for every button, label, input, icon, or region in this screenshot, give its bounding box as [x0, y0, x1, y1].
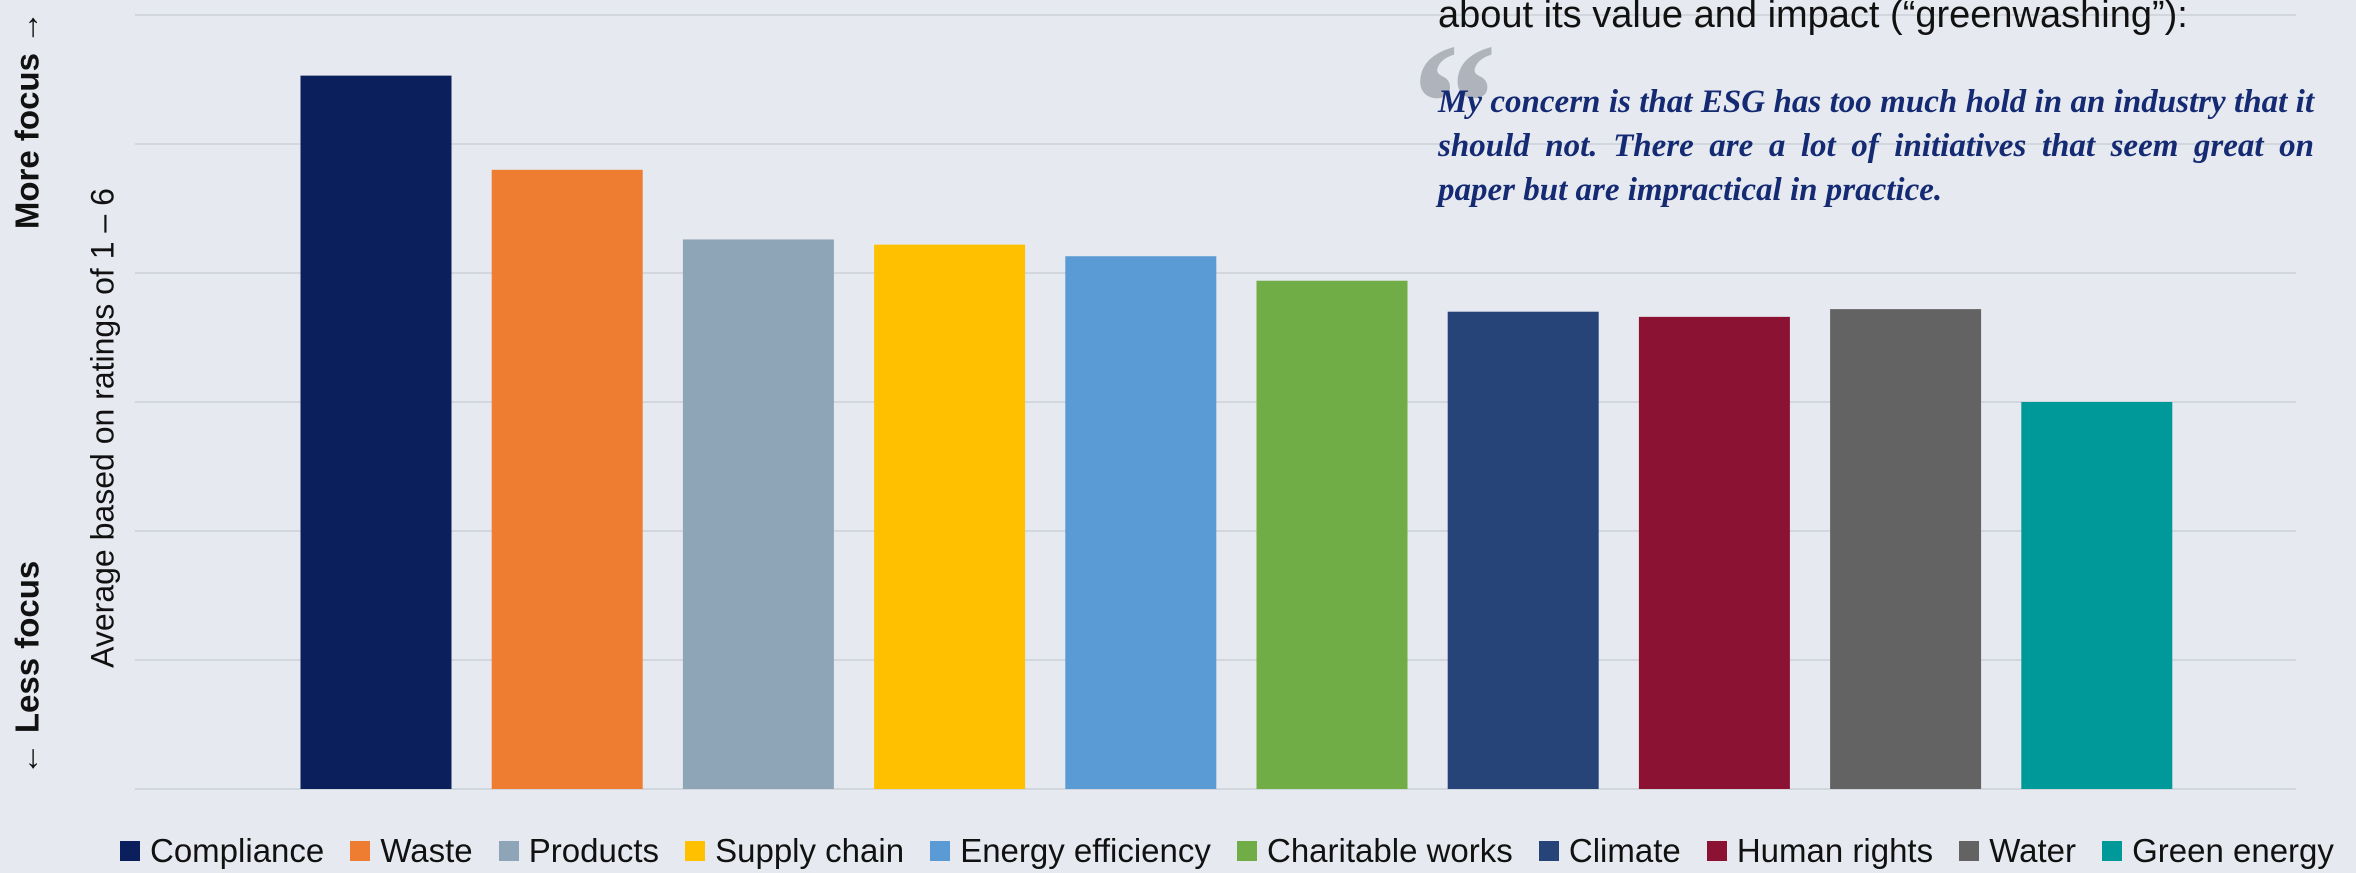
legend-label: Waste [380, 832, 473, 869]
legend-label: Products [528, 832, 659, 869]
legend-swatch [1706, 841, 1727, 861]
legend-label: Charitable works [1267, 832, 1513, 869]
legend-swatch [498, 841, 519, 861]
bar [1447, 311, 1599, 789]
bar [300, 75, 452, 789]
legend-label: Energy efficiency [960, 832, 1211, 869]
legend-item: Energy efficiency [930, 832, 1211, 870]
y-label-top: More focus → [9, 11, 46, 229]
bar [2021, 402, 2173, 789]
legend-label: Green energy [2132, 832, 2334, 869]
legend-label: Water [1989, 832, 2076, 869]
legend-label: Human rights [1736, 832, 1934, 869]
legend-swatch [350, 841, 371, 861]
bar [491, 169, 643, 790]
legend-item: Products [498, 832, 659, 870]
legend-swatch [685, 841, 706, 861]
legend-item: Compliance [120, 832, 324, 870]
bar [874, 244, 1026, 789]
legend-label: Compliance [150, 832, 325, 869]
legend-swatch [1959, 841, 1980, 861]
legend-swatch [1237, 841, 1257, 861]
bar [682, 239, 834, 789]
legend-item: Waste [350, 832, 473, 870]
legend-item: Supply chain [685, 832, 904, 870]
bar [1065, 256, 1217, 790]
legend-item: Green energy [2102, 832, 2334, 870]
bar [1638, 316, 1790, 789]
y-axis-label: Average based on ratings of 1 – 6 [84, 188, 120, 668]
legend-item: Water [1959, 832, 2076, 870]
bar [1256, 280, 1408, 789]
y-label-bottom: ← Less focus [9, 561, 46, 776]
legend-item: Human rights [1706, 832, 1934, 870]
legend-swatch [930, 841, 951, 861]
legend-swatch [1538, 841, 1559, 861]
bar [1830, 309, 1982, 789]
quote-mark: “ [1412, 9, 1497, 197]
legend-item: Charitable works [1237, 832, 1513, 870]
legend-item: Climate [1538, 832, 1681, 870]
quote-text: My concern is that ESG has too much hold… [1438, 84, 2314, 208]
legend-swatch [120, 841, 140, 861]
intro-text: about its value and impact (“greenwashin… [1438, 0, 2188, 36]
legend-label: Climate [1568, 832, 1681, 869]
legend: Compliance Waste Products Supply chain Energ… [120, 832, 2334, 870]
legend-swatch [2102, 841, 2123, 861]
legend-label: Supply chain [715, 832, 905, 869]
